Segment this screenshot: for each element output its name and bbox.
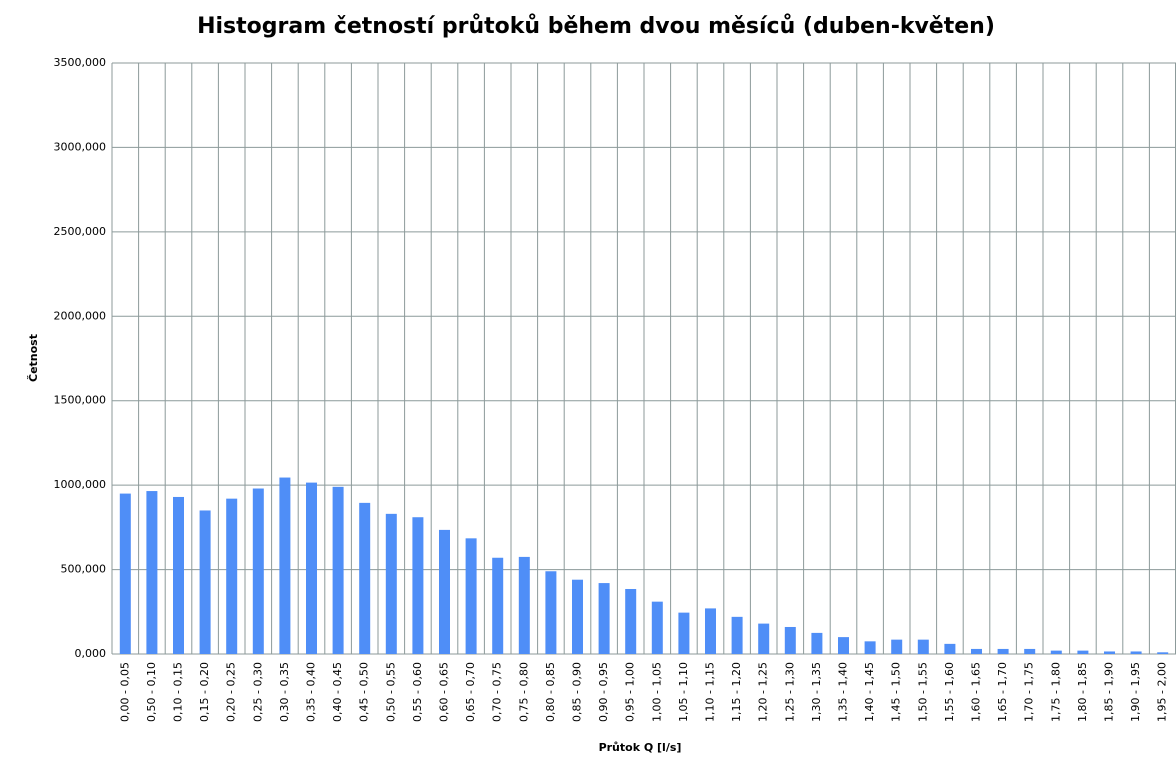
bar	[412, 517, 424, 654]
y-tick-label: 2500,000	[54, 225, 107, 238]
y-tick-label: 500,000	[61, 563, 107, 576]
bar	[625, 588, 637, 654]
bar	[1157, 652, 1169, 654]
x-tick-label: 0,40 - 0,45	[331, 662, 344, 722]
bar	[758, 623, 770, 654]
bar	[385, 513, 397, 654]
x-tick-label: 0,45 - 0,50	[358, 662, 371, 722]
bar	[173, 496, 184, 654]
bar	[864, 641, 876, 654]
bar	[678, 612, 690, 654]
bar	[1104, 651, 1115, 654]
x-tick-label: 0,50 - 0,10	[145, 662, 158, 722]
y-tick-label: 1500,000	[54, 394, 107, 407]
bar	[1130, 651, 1142, 654]
bar	[199, 510, 211, 654]
x-tick-label: 1,60 - 1,65	[970, 662, 983, 722]
bar	[146, 491, 158, 654]
x-tick-label: 1,80 - 1,85	[1076, 662, 1089, 722]
bar	[306, 482, 317, 654]
bar	[997, 648, 1009, 654]
bar	[518, 556, 530, 654]
bar	[705, 608, 716, 654]
bar	[1050, 650, 1062, 654]
bar	[838, 637, 849, 654]
bar	[119, 493, 131, 654]
y-tick-label: 2000,000	[54, 309, 107, 322]
bar	[811, 632, 823, 654]
bar	[545, 571, 557, 654]
x-tick-label: 0,70 - 0,75	[491, 662, 504, 722]
bar	[465, 538, 477, 654]
x-tick-label: 1,00 - 1,05	[650, 662, 663, 722]
x-tick-label: 0,50 - 0,55	[384, 662, 397, 722]
x-tick-label: 0,90 - 0,95	[597, 662, 610, 722]
x-tick-label: 1,55 - 1,60	[943, 662, 956, 722]
bar	[784, 626, 796, 654]
x-tick-label: 1,20 - 1,25	[757, 662, 770, 722]
x-tick-label: 0,20 - 0,25	[225, 662, 238, 722]
bar	[1077, 650, 1089, 654]
y-tick-label: 3000,000	[54, 140, 107, 153]
x-tick-label: 1,15 - 1,20	[730, 662, 743, 722]
x-tick-label: 1,90 - 1,95	[1129, 662, 1142, 722]
y-axis-title: Četnost	[27, 334, 40, 382]
x-tick-label: 1,05 - 1,10	[677, 662, 690, 722]
bar	[572, 579, 583, 654]
x-tick-label: 0,55 - 0,60	[411, 662, 424, 722]
bar	[598, 583, 610, 654]
bar	[731, 616, 743, 654]
y-tick-label: 0,000	[75, 647, 107, 660]
x-tick-label: 0,00 - 0,05	[118, 662, 131, 722]
bar	[279, 477, 291, 654]
y-tick-label: 1000,000	[54, 478, 107, 491]
bar	[332, 486, 344, 654]
bar	[971, 648, 982, 654]
bar	[944, 643, 956, 654]
x-tick-label: 1,95 - 2,00	[1156, 662, 1169, 722]
x-tick-label: 1,70 - 1,75	[1023, 662, 1036, 722]
x-tick-label: 1,10 - 1,15	[704, 662, 717, 722]
x-tick-label: 0,30 - 0,35	[278, 662, 291, 722]
bar	[226, 498, 238, 654]
bar	[651, 601, 663, 654]
bar	[891, 639, 903, 654]
x-tick-label: 1,35 - 1,40	[837, 662, 850, 722]
x-axis-title: Průtok Q [l/s]	[599, 741, 682, 754]
x-tick-label: 0,85 - 0,90	[571, 662, 584, 722]
x-tick-label: 1,30 - 1,35	[810, 662, 823, 722]
x-tick-label: 1,25 - 1,30	[783, 662, 796, 722]
x-tick-label: 0,75 - 0,80	[517, 662, 530, 722]
x-tick-label: 0,95 - 1,00	[624, 662, 637, 722]
x-tick-label: 0,15 - 0,20	[198, 662, 211, 722]
x-tick-label: 0,60 - 0,65	[438, 662, 451, 722]
x-tick-label: 0,35 - 0,40	[305, 662, 318, 722]
y-tick-label: 3500,000	[54, 56, 107, 69]
bar	[252, 488, 264, 654]
bar	[359, 502, 371, 654]
bar	[492, 557, 504, 654]
x-tick-label: 1,40 - 1,45	[863, 662, 876, 722]
chart-title: Histogram četností průtoků během dvou mě…	[197, 14, 995, 39]
bar	[439, 529, 450, 654]
x-tick-label: 1,75 - 1,80	[1049, 662, 1062, 722]
x-tick-label: 1,50 - 1,55	[916, 662, 929, 722]
x-tick-label: 0,80 - 0,85	[544, 662, 557, 722]
x-tick-label: 1,65 - 1,70	[996, 662, 1009, 722]
bar	[1024, 648, 1036, 654]
bar	[917, 639, 929, 654]
x-tick-label: 0,10 - 0,15	[172, 662, 185, 722]
x-tick-label: 0,25 - 0,30	[251, 662, 264, 722]
x-tick-label: 1,45 - 1,50	[890, 662, 903, 722]
x-tick-label: 1,85 - 1,90	[1103, 662, 1116, 722]
x-tick-label: 0,65 - 0,70	[464, 662, 477, 722]
